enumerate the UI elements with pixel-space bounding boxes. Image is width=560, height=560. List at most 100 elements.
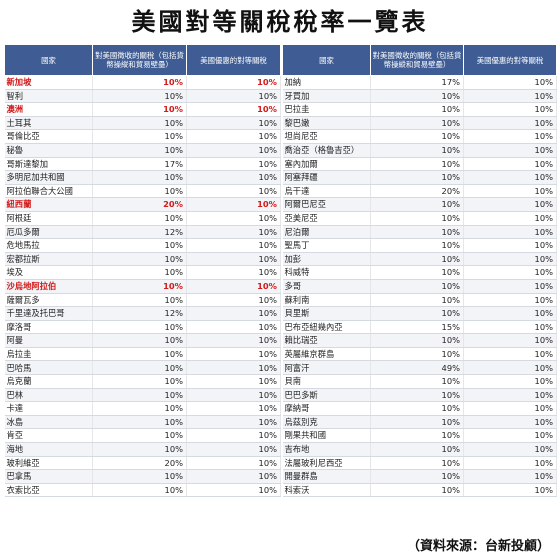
us-tariff-cell: 10% [92, 415, 187, 430]
table-row: 巴拿馬 10% 10% [4, 469, 281, 484]
reciprocal-tariff-cell: 10% [463, 75, 557, 90]
reciprocal-tariff-cell: 10% [186, 211, 281, 226]
us-tariff-cell: 10% [92, 238, 187, 253]
table-row: 阿富汗 49% 10% [282, 360, 557, 376]
us-tariff-cell: 10% [370, 197, 464, 212]
table-row: 多哥 10% 10% [282, 279, 557, 294]
us-tariff-cell: 10% [370, 129, 464, 144]
reciprocal-tariff-cell: 10% [186, 170, 281, 185]
reciprocal-tariff-cell: 10% [186, 238, 281, 253]
tariff-table-right: 國家 對美國徵收的關稅（包括貨幣操縱和貿易壁壘） 美國優惠的對等關稅 加納 17%… [282, 44, 557, 498]
reciprocal-tariff-cell: 10% [463, 388, 557, 403]
country-cell: 聖馬丁 [282, 238, 371, 253]
us-tariff-cell: 10% [92, 401, 187, 416]
table-row: 科威特 10% 10% [282, 265, 557, 280]
us-tariff-cell: 10% [92, 293, 187, 308]
country-cell: 秘魯 [4, 143, 93, 158]
country-cell: 巴布亞紐幾內亞 [282, 320, 371, 335]
table-row: 厄瓜多爾 12% 10% [4, 225, 281, 240]
us-tariff-cell: 10% [370, 401, 464, 416]
country-cell: 法屬玻利尼西亞 [282, 456, 371, 471]
us-tariff-cell: 10% [92, 75, 187, 90]
country-cell: 多明尼加共和國 [4, 170, 93, 185]
country-cell: 海地 [4, 442, 93, 457]
reciprocal-tariff-cell: 10% [463, 374, 557, 389]
table-row: 科索沃 10% 10% [282, 483, 557, 498]
reciprocal-tariff-cell: 10% [186, 184, 281, 199]
table-row: 海地 10% 10% [4, 442, 281, 457]
us-tariff-cell: 20% [92, 456, 187, 471]
reciprocal-tariff-cell: 10% [463, 293, 557, 308]
reciprocal-tariff-cell: 10% [186, 320, 281, 335]
country-cell: 宏都拉斯 [4, 252, 93, 267]
us-tariff-cell: 10% [370, 252, 464, 267]
country-cell: 烏茲別克 [282, 415, 371, 430]
table-row: 哥倫比亞 10% 10% [4, 129, 281, 144]
us-tariff-cell: 10% [370, 116, 464, 131]
us-tariff-cell: 10% [370, 157, 464, 172]
country-cell: 貝南 [282, 374, 371, 389]
table-row: 秘魯 10% 10% [4, 143, 281, 158]
table-row: 危地馬拉 10% 10% [4, 238, 281, 253]
table-row: 宏都拉斯 10% 10% [4, 252, 281, 267]
reciprocal-tariff-cell: 10% [186, 279, 281, 294]
reciprocal-tariff-cell: 10% [186, 306, 281, 321]
table-row: 加納 17% 10% [282, 75, 557, 90]
reciprocal-tariff-cell: 10% [463, 333, 557, 348]
table-row: 卡達 10% 10% [4, 401, 281, 416]
us-tariff-cell: 10% [370, 469, 464, 484]
reciprocal-tariff-cell: 10% [463, 456, 557, 471]
country-cell: 蘇利南 [282, 293, 371, 308]
us-tariff-cell: 10% [370, 483, 464, 498]
table-row: 開曼群島 10% 10% [282, 469, 557, 484]
tariff-table-right-body: 加納 17% 10% 牙買加 10% 10% 巴拉圭 10% 10% 黎巴嫩 10% 10% 坦尚尼亞 1… [282, 75, 557, 498]
us-tariff-cell: 10% [370, 265, 464, 280]
table-row: 賴比瑞亞 10% 10% [282, 333, 557, 348]
table-row: 多明尼加共和國 10% 10% [4, 170, 281, 185]
reciprocal-tariff-cell: 10% [463, 401, 557, 416]
country-cell: 新加坡 [4, 75, 93, 90]
us-tariff-cell: 10% [92, 252, 187, 267]
country-cell: 沙烏地阿拉伯 [4, 279, 93, 294]
table-row: 亞美尼亞 10% 10% [282, 211, 557, 226]
table-row: 貝里斯 10% 10% [282, 306, 557, 321]
reciprocal-tariff-cell: 10% [186, 442, 281, 457]
us-tariff-cell: 20% [92, 197, 187, 212]
table-row: 加彭 10% 10% [282, 252, 557, 267]
reciprocal-tariff-cell: 10% [463, 360, 557, 376]
reciprocal-tariff-cell: 10% [186, 483, 281, 498]
country-cell: 冰島 [4, 415, 93, 430]
us-tariff-cell: 15% [370, 320, 464, 335]
country-cell: 開曼群島 [282, 469, 371, 484]
us-tariff-cell: 10% [92, 143, 187, 158]
table-row: 剛果共和國 10% 10% [282, 428, 557, 444]
table-row: 烏拉圭 10% 10% [4, 347, 281, 362]
us-tariff-cell: 10% [92, 469, 187, 484]
country-cell: 土耳其 [4, 116, 93, 131]
country-cell: 千里達及托巴哥 [4, 306, 93, 321]
reciprocal-tariff-cell: 10% [463, 89, 557, 104]
country-cell: 薩爾瓦多 [4, 293, 93, 308]
us-tariff-cell: 10% [92, 129, 187, 144]
us-tariff-cell: 10% [370, 225, 464, 240]
country-cell: 多哥 [282, 279, 371, 294]
us-tariff-cell: 10% [370, 102, 464, 117]
country-cell: 英屬維京群島 [282, 347, 371, 362]
us-tariff-cell: 10% [92, 360, 187, 376]
table-row: 聖馬丁 10% 10% [282, 238, 557, 253]
table-row: 貝南 10% 10% [282, 374, 557, 389]
us-tariff-cell: 17% [92, 157, 187, 172]
table-header-row: 國家 對美國徵收的關稅（包括貨幣操縱和貿易壁壘） 美國優惠的對等關稅 [282, 44, 557, 76]
country-cell: 澳洲 [4, 102, 93, 117]
page-title: 美國對等關稅稅率一覽表 [131, 8, 429, 36]
source-note: （資料來源：台新投顧） [406, 539, 550, 554]
reciprocal-tariff-cell: 10% [186, 456, 281, 471]
reciprocal-tariff-cell: 10% [463, 170, 557, 185]
table-row: 摩納哥 10% 10% [282, 401, 557, 416]
us-tariff-cell: 10% [92, 102, 187, 117]
country-column-header: 國家 [282, 44, 371, 76]
country-cell: 烏干達 [282, 184, 371, 199]
us-tariff-cell: 10% [92, 170, 187, 185]
table-row: 巴林 10% 10% [4, 388, 281, 403]
reciprocal-tariff-cell: 10% [463, 184, 557, 199]
